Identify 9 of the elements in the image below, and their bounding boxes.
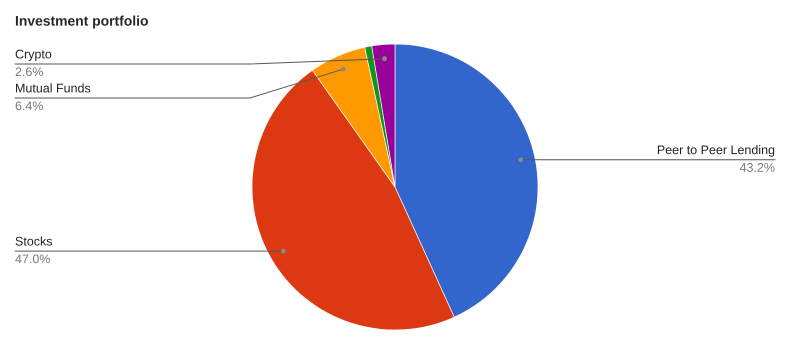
data-label: 47.0% (15, 254, 50, 264)
data-label: 2.6% (16, 67, 44, 76)
chart-title: Investment portfolio (16, 16, 148, 28)
slice-label: Stocks (16, 236, 52, 246)
slice-label: Crypto (16, 50, 52, 61)
slice-label: Peer to Peer Lending (658, 145, 774, 157)
data-label: 43.2% (740, 163, 775, 172)
slice-label: Mutual Funds (16, 83, 90, 93)
data-label: 6.4% (16, 101, 44, 110)
